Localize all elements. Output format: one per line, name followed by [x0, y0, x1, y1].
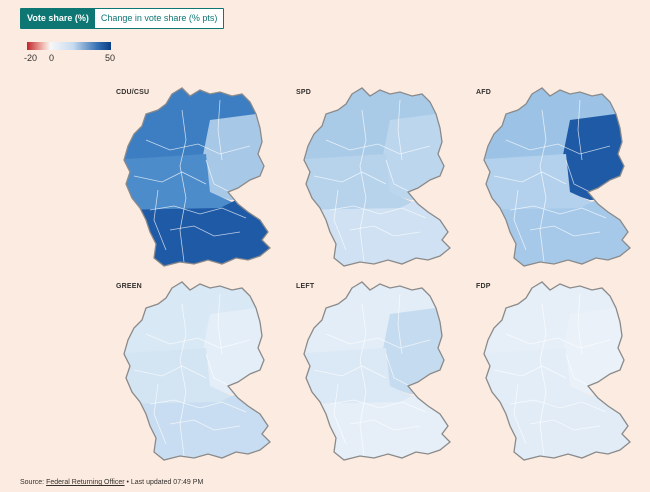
map-regions: [304, 282, 450, 460]
tab-vote-share[interactable]: Vote share (%): [21, 9, 95, 28]
district-border: [145, 139, 251, 155]
district-border: [397, 293, 403, 355]
region-east: [562, 110, 630, 200]
region-mid: [124, 348, 232, 412]
map-panel-fdp: FDP: [470, 274, 646, 464]
district-border: [329, 399, 427, 413]
district-border: [329, 205, 427, 219]
map-panel-spd: SPD: [290, 80, 466, 270]
panel-label: AFD: [476, 89, 491, 96]
district-border: [513, 189, 527, 251]
district-border: [179, 109, 187, 263]
district-border: [149, 205, 247, 219]
district-border: [509, 399, 607, 413]
country-outline: [483, 281, 631, 461]
map-panel-green: GREEN: [110, 274, 286, 464]
legend-tick-zero: 0: [49, 53, 55, 63]
map-regions: [304, 88, 450, 266]
district-border: [577, 293, 583, 355]
district-border: [539, 303, 547, 457]
map-regions: [124, 282, 270, 460]
country-outline: [123, 281, 271, 461]
color-legend: -20 0 50: [24, 42, 115, 63]
region-east: [382, 304, 450, 394]
germany-map: [123, 87, 271, 267]
district-border: [145, 333, 251, 349]
source-link[interactable]: Federal Returning Officer: [46, 479, 125, 486]
panel-label: GREEN: [116, 283, 142, 290]
district-border: [505, 139, 611, 155]
district-border: [529, 419, 601, 431]
district-border: [325, 333, 431, 349]
district-border: [217, 99, 223, 161]
panel-label: FDP: [476, 283, 491, 290]
country-outline: [303, 281, 451, 461]
district-border: [539, 109, 547, 263]
district-border: [333, 383, 347, 445]
view-toggle: Vote share (%) Change in vote share (% p…: [20, 8, 225, 29]
region-east: [382, 110, 450, 200]
district-border: [509, 205, 607, 219]
district-border: [333, 189, 347, 251]
district-border: [169, 225, 241, 237]
germany-map: [303, 281, 451, 461]
region-mid: [304, 154, 412, 218]
source-note: Source: Federal Returning Officer • Last…: [20, 479, 203, 486]
region-mid: [124, 154, 232, 218]
district-border: [359, 109, 367, 263]
legend-tick-max: 50: [105, 53, 116, 63]
district-border: [325, 139, 431, 155]
district-border: [349, 225, 421, 237]
panel-label: SPD: [296, 89, 311, 96]
region-east: [202, 304, 270, 394]
district-border: [313, 171, 387, 185]
district-border: [169, 419, 241, 431]
legend-gradient-bar: [27, 42, 111, 50]
district-border: [153, 383, 167, 445]
district-border: [397, 99, 403, 161]
germany-map: [483, 281, 631, 461]
panel-label: CDU/CSU: [116, 89, 150, 96]
country-outline: [483, 87, 631, 267]
tab-change-in-vote-share[interactable]: Change in vote share (% pts): [94, 9, 224, 28]
district-border: [577, 99, 583, 161]
map-panel-cdu-csu: CDU/CSU: [110, 80, 286, 270]
district-border: [359, 303, 367, 457]
germany-map: [303, 87, 451, 267]
district-border: [493, 365, 567, 379]
district-border: [133, 171, 207, 185]
district-border: [179, 303, 187, 457]
district-border: [529, 225, 601, 237]
source-suffix: • Last updated 07:49 PM: [124, 479, 204, 486]
district-border: [513, 383, 527, 445]
district-border: [349, 419, 421, 431]
map-regions: [484, 282, 630, 460]
region-mid: [484, 154, 592, 218]
region-east: [202, 110, 270, 200]
source-prefix: Source:: [20, 479, 47, 486]
map-panel-left: LEFT: [290, 274, 466, 464]
district-border: [153, 189, 167, 251]
district-border: [217, 293, 223, 355]
district-border: [133, 365, 207, 379]
district-border: [505, 333, 611, 349]
district-border: [313, 365, 387, 379]
germany-map: [123, 281, 271, 461]
legend-tick-min: -20: [24, 53, 38, 63]
district-border: [493, 171, 567, 185]
region-east: [562, 304, 630, 394]
small-multiples-maps: CDU/CSU SPD AFD GREEN LEFT FDP: [110, 80, 642, 461]
germany-map: [483, 87, 631, 267]
country-outline: [123, 87, 271, 267]
map-panel-afd: AFD: [470, 80, 646, 270]
panel-label: LEFT: [296, 283, 315, 290]
map-regions: [124, 88, 270, 266]
region-mid: [484, 348, 592, 412]
region-mid: [304, 348, 412, 412]
country-outline: [303, 87, 451, 267]
district-border: [149, 399, 247, 413]
map-regions: [484, 88, 630, 266]
